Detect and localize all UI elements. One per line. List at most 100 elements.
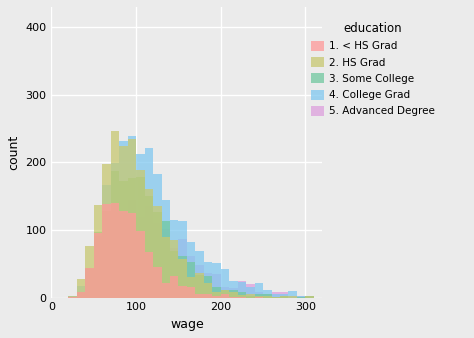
Bar: [237, 282, 246, 298]
Bar: [229, 292, 237, 298]
Bar: [246, 296, 255, 298]
Bar: [272, 297, 280, 298]
Bar: [153, 213, 162, 298]
Bar: [280, 292, 289, 298]
Bar: [162, 283, 170, 298]
Bar: [280, 296, 289, 298]
Bar: [280, 294, 289, 298]
Bar: [77, 292, 85, 298]
Bar: [153, 223, 162, 298]
Bar: [128, 140, 136, 298]
Bar: [111, 163, 119, 298]
Bar: [136, 231, 145, 298]
Bar: [305, 296, 314, 298]
Bar: [221, 294, 229, 298]
Bar: [195, 275, 204, 298]
Bar: [102, 211, 111, 298]
Bar: [94, 232, 102, 298]
Bar: [237, 297, 246, 298]
Bar: [255, 284, 263, 298]
Bar: [229, 282, 237, 298]
Bar: [170, 220, 178, 298]
Bar: [68, 296, 77, 298]
Bar: [162, 238, 170, 298]
Bar: [111, 171, 119, 298]
Bar: [94, 234, 102, 298]
Bar: [102, 165, 111, 298]
Bar: [305, 296, 314, 298]
Bar: [178, 286, 187, 298]
Bar: [195, 265, 204, 298]
Bar: [170, 248, 178, 298]
Bar: [128, 200, 136, 298]
Bar: [246, 294, 255, 298]
Bar: [272, 297, 280, 298]
Bar: [204, 273, 212, 298]
Bar: [102, 204, 111, 298]
Bar: [170, 240, 178, 298]
Bar: [77, 292, 85, 298]
Bar: [178, 239, 187, 298]
Bar: [77, 295, 85, 298]
Bar: [77, 280, 85, 298]
Bar: [246, 287, 255, 298]
Bar: [289, 296, 297, 298]
Bar: [305, 296, 314, 298]
Bar: [212, 296, 221, 298]
Bar: [212, 263, 221, 298]
Legend: 1. < HS Grad, 2. HS Grad, 3. Some College, 4. College Grad, 5. Advanced Degree: 1. < HS Grad, 2. HS Grad, 3. Some Colleg…: [307, 18, 439, 121]
Bar: [263, 296, 272, 298]
X-axis label: wage: wage: [170, 318, 204, 331]
Bar: [212, 292, 221, 298]
Bar: [68, 296, 77, 298]
Bar: [255, 297, 263, 298]
Bar: [221, 290, 229, 298]
Bar: [187, 277, 195, 298]
Bar: [221, 269, 229, 298]
Bar: [263, 294, 272, 298]
Bar: [195, 251, 204, 298]
Bar: [195, 273, 204, 298]
Bar: [119, 146, 128, 298]
Bar: [237, 295, 246, 298]
Bar: [128, 213, 136, 298]
Bar: [263, 290, 272, 298]
Bar: [246, 284, 255, 298]
Bar: [119, 217, 128, 298]
Bar: [119, 211, 128, 298]
Bar: [119, 141, 128, 298]
Bar: [289, 296, 297, 298]
Bar: [229, 288, 237, 298]
Bar: [229, 290, 237, 298]
Bar: [153, 174, 162, 298]
Y-axis label: count: count: [7, 135, 20, 170]
Bar: [297, 297, 305, 298]
Bar: [128, 136, 136, 298]
Bar: [145, 196, 153, 298]
Bar: [187, 288, 195, 298]
Bar: [255, 296, 263, 298]
Bar: [94, 205, 102, 298]
Bar: [145, 189, 153, 298]
Bar: [263, 294, 272, 298]
Bar: [136, 177, 145, 298]
Bar: [204, 284, 212, 298]
Bar: [145, 207, 153, 298]
Bar: [178, 221, 187, 298]
Bar: [162, 221, 170, 298]
Bar: [111, 203, 119, 298]
Bar: [94, 236, 102, 298]
Bar: [85, 269, 94, 298]
Bar: [204, 276, 212, 298]
Bar: [136, 170, 145, 298]
Bar: [272, 292, 280, 298]
Bar: [170, 276, 178, 298]
Bar: [111, 131, 119, 298]
Bar: [280, 296, 289, 298]
Bar: [305, 297, 314, 298]
Bar: [128, 178, 136, 298]
Bar: [153, 267, 162, 298]
Bar: [102, 231, 111, 298]
Bar: [187, 242, 195, 298]
Bar: [111, 219, 119, 298]
